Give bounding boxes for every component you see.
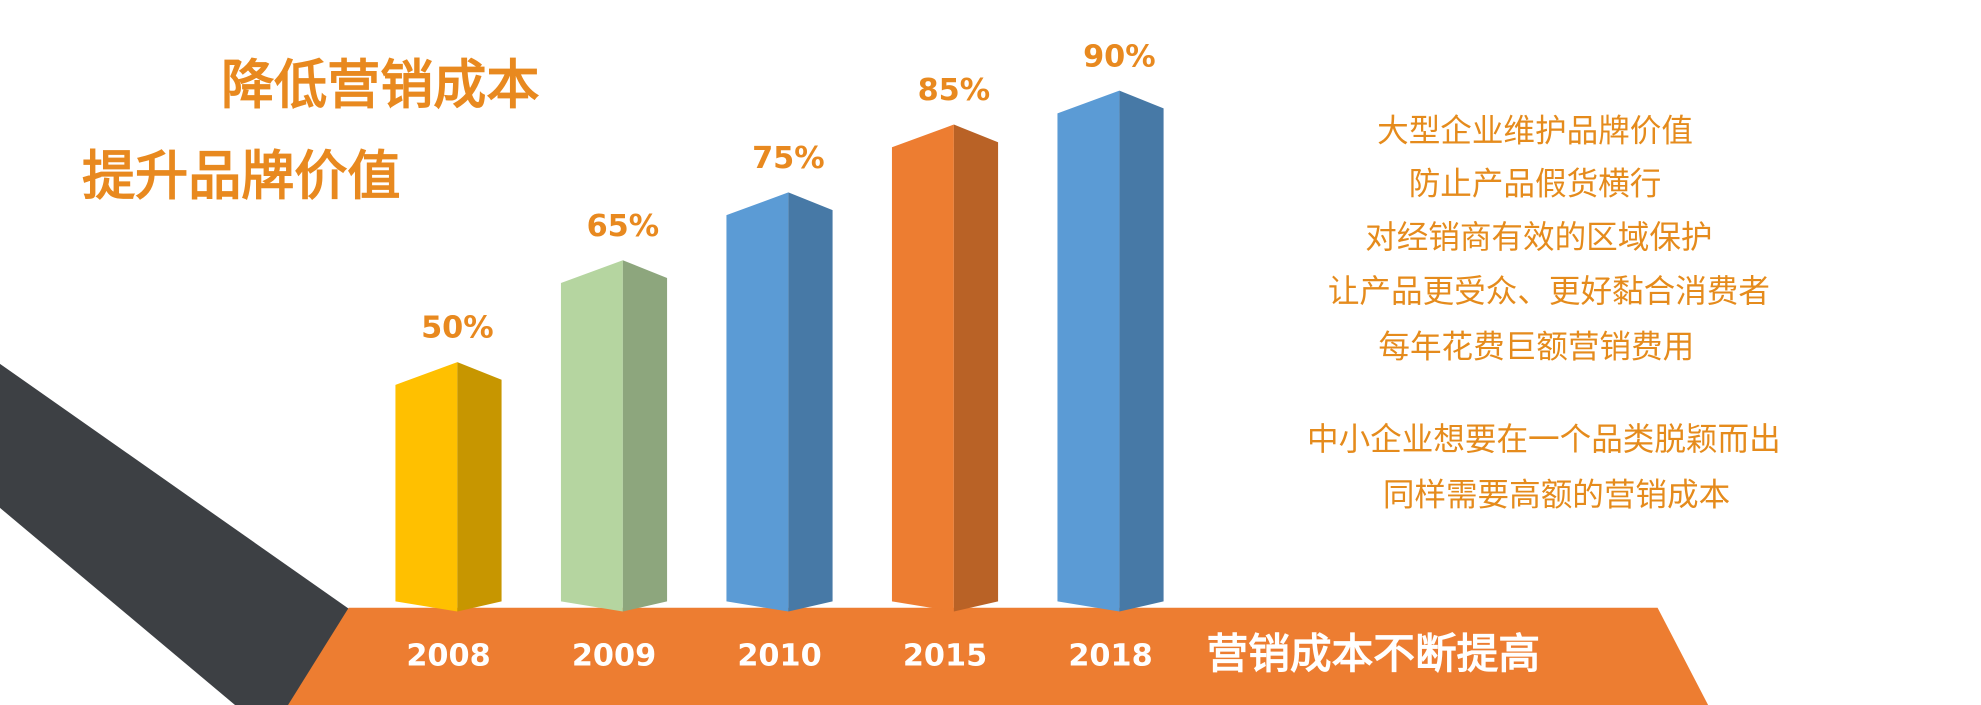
annotation: 每年花费巨额营销费用 <box>1378 330 1694 366</box>
banner-text: 营销成本不断提高 <box>1207 629 1541 678</box>
bar <box>726 192 833 612</box>
bar-side <box>788 192 833 612</box>
value-label: 50% <box>421 311 494 346</box>
x-tick-label: 2015 <box>903 638 987 673</box>
annotation: 对经销商有效的区域保护 <box>1365 220 1712 256</box>
bar-side <box>1119 90 1164 612</box>
bar-side <box>457 362 502 612</box>
x-tick-label: 2010 <box>737 638 821 673</box>
value-label: 65% <box>587 209 660 244</box>
headline: 提升品牌价值 <box>82 145 400 207</box>
value-label: 75% <box>752 141 825 176</box>
annotation: 让产品更受众、更好黏合消费者 <box>1328 274 1770 310</box>
bar <box>1057 90 1164 612</box>
bar-front <box>1057 90 1120 612</box>
dark-band <box>0 363 357 705</box>
headline: 降低营销成本 <box>221 54 539 116</box>
value-label: 85% <box>918 73 991 108</box>
bar-front <box>395 362 458 612</box>
value-label: 90% <box>1083 39 1156 74</box>
bar <box>560 260 668 612</box>
annotation: 同样需要高额的营销成本 <box>1383 478 1730 514</box>
x-tick-label: 2018 <box>1068 638 1152 673</box>
bar-front <box>726 192 789 612</box>
x-tick-label: 2009 <box>572 638 656 673</box>
bar <box>395 362 502 612</box>
x-tick-label: 2008 <box>406 638 490 673</box>
bar-side <box>953 124 999 612</box>
bar-side <box>622 260 668 612</box>
annotation: 中小企业想要在一个品类脱颖而出 <box>1307 422 1781 458</box>
annotation: 防止产品假货横行 <box>1409 167 1662 203</box>
bar-front <box>891 124 954 612</box>
bar <box>891 124 999 612</box>
orange-banner <box>288 607 1709 705</box>
annotation: 大型企业维护品牌价值 <box>1377 114 1693 150</box>
bar-front <box>560 260 623 612</box>
